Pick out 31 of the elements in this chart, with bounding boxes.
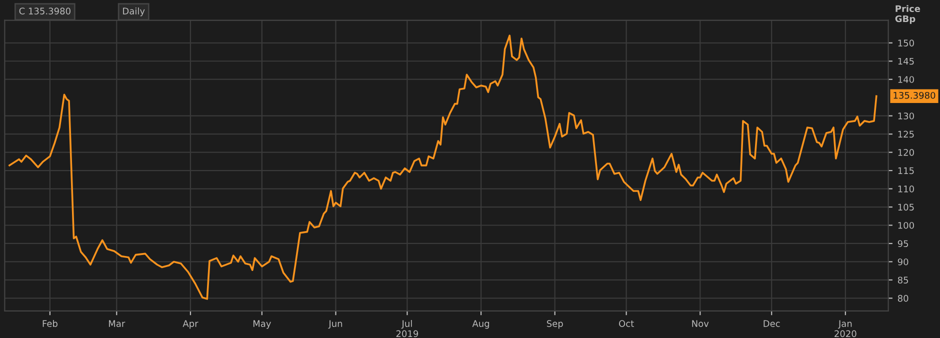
x-tick-label: Sep xyxy=(546,320,563,329)
y-tick-label: 130 xyxy=(898,112,914,120)
y-axis-title: Price GBp xyxy=(895,5,920,24)
y-tick-label: 120 xyxy=(898,149,914,156)
x-tick-label: Jul 2019 xyxy=(396,320,418,338)
x-tick-label: Feb xyxy=(42,320,58,327)
x-tick-label: Nov xyxy=(692,320,709,327)
y-tick-label: 90 xyxy=(898,258,908,266)
x-tick-label: Dec xyxy=(764,320,780,327)
y-tick-label: 105 xyxy=(898,204,914,211)
x-tick-label: Mar xyxy=(109,320,126,327)
y-tick-label: 80 xyxy=(898,294,908,302)
x-tick-label: Apr xyxy=(182,320,198,329)
y-tick-label: 95 xyxy=(898,240,908,248)
y-tick-label: 140 xyxy=(898,76,914,83)
x-tick-label: Oct xyxy=(619,320,634,327)
y-tick-label: 110 xyxy=(898,186,914,192)
y-tick-label: 125 xyxy=(898,130,914,138)
y-tick-label: 150 xyxy=(898,40,914,46)
x-tick-label: Aug xyxy=(472,320,490,329)
x-tick-label: Jan 2020 xyxy=(834,320,856,338)
y-tick-label: 145 xyxy=(898,58,914,65)
annotation: 135.3980 xyxy=(894,92,936,99)
text: Daily xyxy=(123,7,145,16)
x-tick-label: Jun xyxy=(328,320,342,329)
x-tick-label: May xyxy=(253,320,271,329)
y-tick-label: 115 xyxy=(898,167,914,174)
y-tick-label: 85 xyxy=(898,276,908,284)
text: C 135.3980 xyxy=(19,8,70,14)
line-series xyxy=(8,34,878,300)
y-tick-label: 100 xyxy=(898,222,914,229)
